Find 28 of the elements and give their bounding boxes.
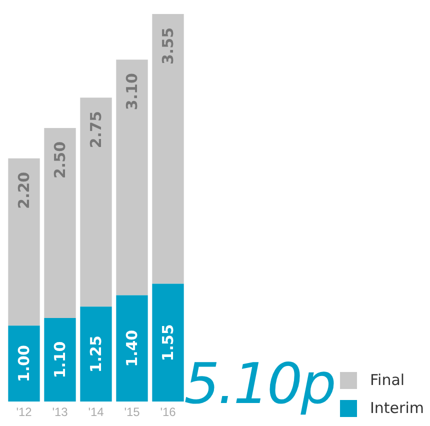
data-label: 3.10 bbox=[122, 73, 141, 110]
bar bbox=[152, 14, 184, 284]
data-label: 3.55 bbox=[158, 27, 177, 65]
data-label: 1.25 bbox=[86, 336, 105, 373]
bar bbox=[80, 306, 112, 402]
bar bbox=[152, 284, 184, 402]
data-label: 1.55 bbox=[158, 324, 177, 362]
bar bbox=[44, 128, 76, 318]
bar bbox=[116, 60, 148, 296]
x-tick-label: '14 bbox=[88, 405, 104, 420]
data-label: 2.75 bbox=[86, 111, 105, 148]
bar bbox=[44, 318, 76, 402]
x-tick-label: '16 bbox=[160, 405, 176, 420]
x-tick-label: '15 bbox=[124, 405, 140, 420]
legend-label: Final bbox=[370, 371, 405, 389]
data-label: 1.10 bbox=[50, 341, 69, 378]
annotation: 5.10p bbox=[184, 352, 334, 417]
data-label: 2.50 bbox=[50, 141, 69, 179]
data-label: 2.20 bbox=[14, 172, 33, 209]
bar bbox=[80, 98, 112, 307]
x-tick-label: '12 bbox=[16, 405, 32, 420]
data-label: 1.40 bbox=[122, 330, 141, 367]
data-label: 1.00 bbox=[14, 345, 33, 382]
bar bbox=[8, 326, 40, 402]
legend-label: Interim bbox=[370, 399, 424, 417]
bar bbox=[8, 158, 40, 326]
x-tick-label: '13 bbox=[52, 405, 68, 420]
bar bbox=[116, 295, 148, 402]
